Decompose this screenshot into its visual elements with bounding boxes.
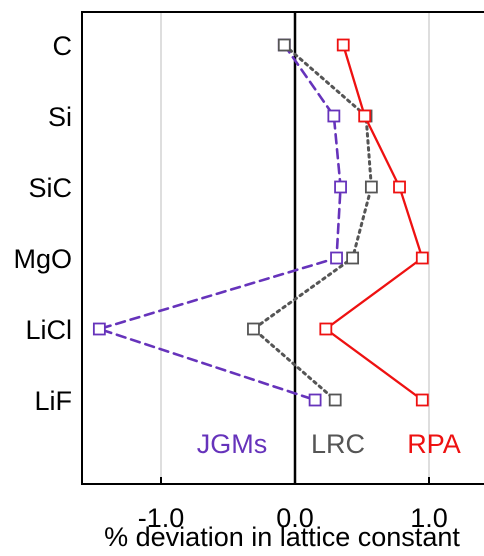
marker-lrc-mgo	[346, 251, 360, 265]
marker-jgms-si	[327, 109, 341, 123]
category-label-mgo: MgO	[13, 244, 72, 274]
marker-rpa-sic	[393, 180, 406, 194]
category-label-si: Si	[48, 102, 72, 132]
marker-lrc-sic	[364, 180, 378, 194]
series-layer	[92, 38, 429, 407]
legend: JGMs LRC RPA	[197, 429, 461, 459]
marker-jgms-licl	[92, 322, 106, 336]
marker-lrc-c	[277, 38, 291, 52]
ticks-layer: -1.0 0.0 1.0	[138, 477, 448, 533]
marker-lrc-licl	[247, 322, 260, 336]
marker-rpa-lif	[415, 393, 429, 407]
x-tick-label-2: 1.0	[410, 503, 448, 533]
category-label-licl: LiCl	[25, 315, 72, 345]
x-axis-title: % deviation in lattice constant	[104, 522, 460, 552]
marker-rpa-c	[336, 38, 350, 52]
grid-layer	[160, 12, 430, 484]
series-line-rpa	[323, 43, 424, 402]
marker-rpa-licl	[319, 322, 333, 336]
marker-rpa-mgo	[415, 251, 429, 265]
legend-entry-jgms: JGMs	[197, 429, 268, 459]
category-label-c: C	[53, 31, 73, 61]
category-label-lif: LiF	[34, 386, 72, 416]
category-label-sic: SiC	[28, 173, 72, 203]
legend-entry-rpa: RPA	[407, 429, 461, 459]
marker-rpa-si	[358, 109, 372, 123]
marker-jgms-lif	[308, 393, 322, 407]
x-tick-label-1: 0.0	[276, 503, 314, 533]
series-line-jgms	[95, 43, 342, 402]
labels-layer: C Si SiC MgO LiCl LiF	[13, 31, 72, 416]
series-line-lrc	[251, 43, 373, 402]
marker-jgms-sic	[334, 180, 347, 194]
marker-jgms-mgo	[330, 251, 343, 265]
x-tick-label-0: -1.0	[138, 503, 185, 533]
plot-frame	[81, 11, 484, 485]
marker-lrc-lif	[328, 393, 342, 407]
legend-entry-lrc: LRC	[311, 429, 365, 459]
